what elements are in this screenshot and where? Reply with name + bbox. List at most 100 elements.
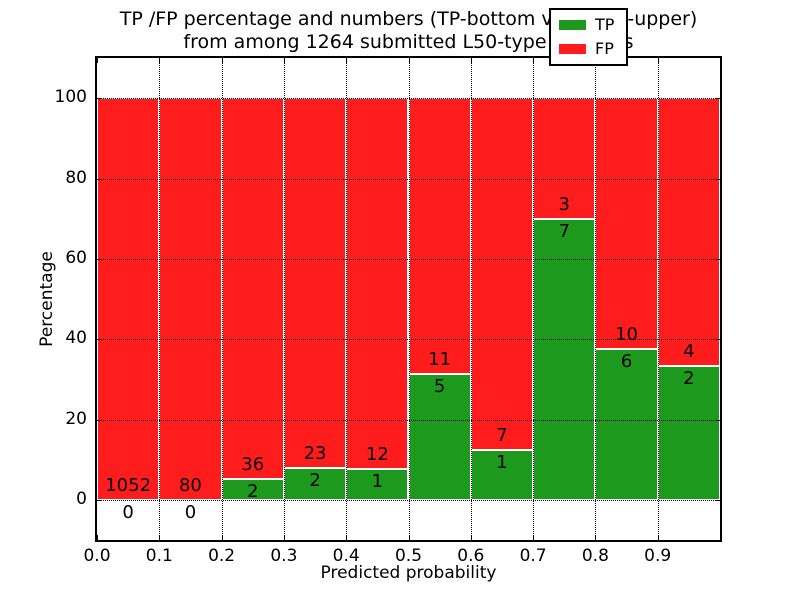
x-tick-mark-bottom: [657, 535, 659, 540]
fp-count-label: 3: [558, 193, 570, 215]
x-tick-mark-top: [97, 58, 98, 63]
plot-area: 1052 0 80 0 36 2 23 2 12 1 11 5 7 1 3 7 10 6 4 2: [95, 56, 722, 542]
x-tick-label: 0.5: [394, 546, 423, 566]
x-tick-mark-bottom: [408, 535, 410, 540]
tp-count-label: 6: [620, 351, 633, 373]
y-tick-mark-left: [97, 98, 102, 100]
chart-title-line2: from among 1264 submitted L50-type conta…: [183, 31, 634, 53]
x-tick-label: 0.3: [270, 546, 298, 566]
fp-count-label: 80: [178, 474, 202, 496]
x-tick-label: 0.6: [457, 546, 485, 566]
x-gridline: [533, 58, 535, 540]
x-tick-mark-bottom: [283, 535, 285, 540]
tp-count-label: 7: [558, 220, 570, 242]
x-tick-mark-top: [159, 58, 161, 63]
x-tick-mark-top: [221, 58, 223, 63]
x-tick-label: 0.7: [519, 546, 547, 566]
fp-count-label: 7: [496, 424, 508, 446]
x-tick-label: 0.2: [208, 546, 236, 566]
x-tick-mark-bottom: [97, 535, 98, 540]
bar-fp-segment: [97, 98, 160, 500]
y-tick-mark-right: [715, 419, 720, 421]
x-tick-mark-top: [283, 58, 285, 63]
y-tick-label: 80: [65, 167, 87, 188]
x-gridline: [657, 58, 659, 540]
y-tick-label: 0: [76, 488, 87, 509]
plot-inner: 1052 0 80 0 36 2 23 2 12 1 11 5 7 1 3 7 10 6 4 2: [97, 58, 720, 540]
x-tick-mark-top: [533, 58, 535, 63]
y-tick-label: 100: [54, 87, 87, 108]
legend-row-tp: TP: [559, 16, 614, 34]
tp-count-label: 2: [309, 469, 321, 491]
tp-count-label: 1: [371, 470, 384, 492]
bar-fp-segment: [283, 98, 347, 468]
x-tick-label: 0.1: [145, 546, 173, 566]
legend-label-tp: TP: [595, 15, 615, 34]
x-tick-mark-top: [470, 58, 472, 63]
fp-count-label: 10: [615, 324, 638, 346]
y-tick-label: 60: [65, 247, 87, 268]
x-tick-mark-bottom: [470, 535, 472, 540]
tp-count-label: 2: [247, 480, 259, 502]
bar-tp-segment: [470, 449, 534, 500]
x-tick-mark-bottom: [346, 535, 348, 540]
bar-fp-segment: [346, 98, 409, 469]
bar-fp-segment: [159, 98, 222, 500]
y-tick-mark-left: [97, 419, 102, 421]
y-tick-mark-left: [97, 178, 102, 180]
y-tick-label: 40: [65, 328, 87, 349]
x-tick-mark-top: [657, 58, 659, 63]
legend: TP FP: [549, 8, 629, 66]
bar-fp-segment: [657, 98, 720, 366]
x-gridline: [221, 58, 223, 540]
tp-count-label: 5: [433, 376, 446, 398]
fp-count-label: 12: [365, 443, 389, 465]
bar-tp-segment: [408, 374, 471, 500]
fp-count-label: 11: [428, 349, 452, 371]
tp-count-label: 0: [122, 501, 134, 523]
x-gridline: [283, 58, 285, 540]
y-tick-mark-left: [97, 339, 102, 341]
x-tick-mark-bottom: [595, 535, 597, 540]
x-tick-mark-top: [408, 58, 410, 63]
bar-fp-segment: [408, 98, 471, 375]
y-tick-mark-right: [715, 258, 720, 260]
x-gridline: [470, 58, 472, 540]
fp-count-label: 4: [683, 340, 695, 362]
legend-label-fp: FP: [595, 39, 614, 58]
bar-fp-segment: [221, 98, 284, 479]
y-tick-mark-left: [97, 499, 102, 501]
y-tick-mark-right: [715, 499, 720, 501]
x-tick-mark-top: [346, 58, 348, 63]
legend-row-fp: FP: [559, 40, 614, 58]
fp-count-label: 1052: [105, 474, 152, 496]
x-gridline: [346, 58, 348, 540]
x-tick-mark-bottom: [221, 535, 223, 540]
x-gridline: [408, 58, 410, 540]
legend-swatch-tp: [559, 20, 586, 30]
tp-count-label: 1: [496, 451, 508, 473]
x-tick-label: 0.4: [332, 546, 360, 566]
bar-fp-segment: [470, 98, 534, 450]
x-axis-label: Predicted probability: [320, 563, 497, 583]
bar-tp-segment: [346, 468, 409, 500]
tp-count-label: 2: [683, 367, 695, 389]
bar-tp-segment: [283, 467, 347, 500]
y-tick-mark-right: [715, 178, 720, 180]
bar-tp-segment: [595, 349, 658, 500]
y-tick-label: 20: [65, 408, 87, 429]
x-tick-mark-bottom: [533, 535, 535, 540]
bar-fp-segment: [533, 98, 596, 219]
y-tick-mark-right: [715, 339, 720, 341]
y-tick-mark-left: [97, 258, 102, 260]
x-tick-mark-bottom: [159, 535, 161, 540]
tp-count-label: 0: [184, 501, 197, 523]
x-gridline: [595, 58, 597, 540]
x-tick-label: 0.8: [581, 546, 609, 566]
bar-tp-segment: [533, 218, 596, 500]
x-tick-label: 0.9: [644, 546, 672, 566]
legend-swatch-fp: [559, 44, 586, 54]
fp-count-label: 36: [241, 453, 265, 475]
bar-fp-segment: [595, 98, 658, 350]
